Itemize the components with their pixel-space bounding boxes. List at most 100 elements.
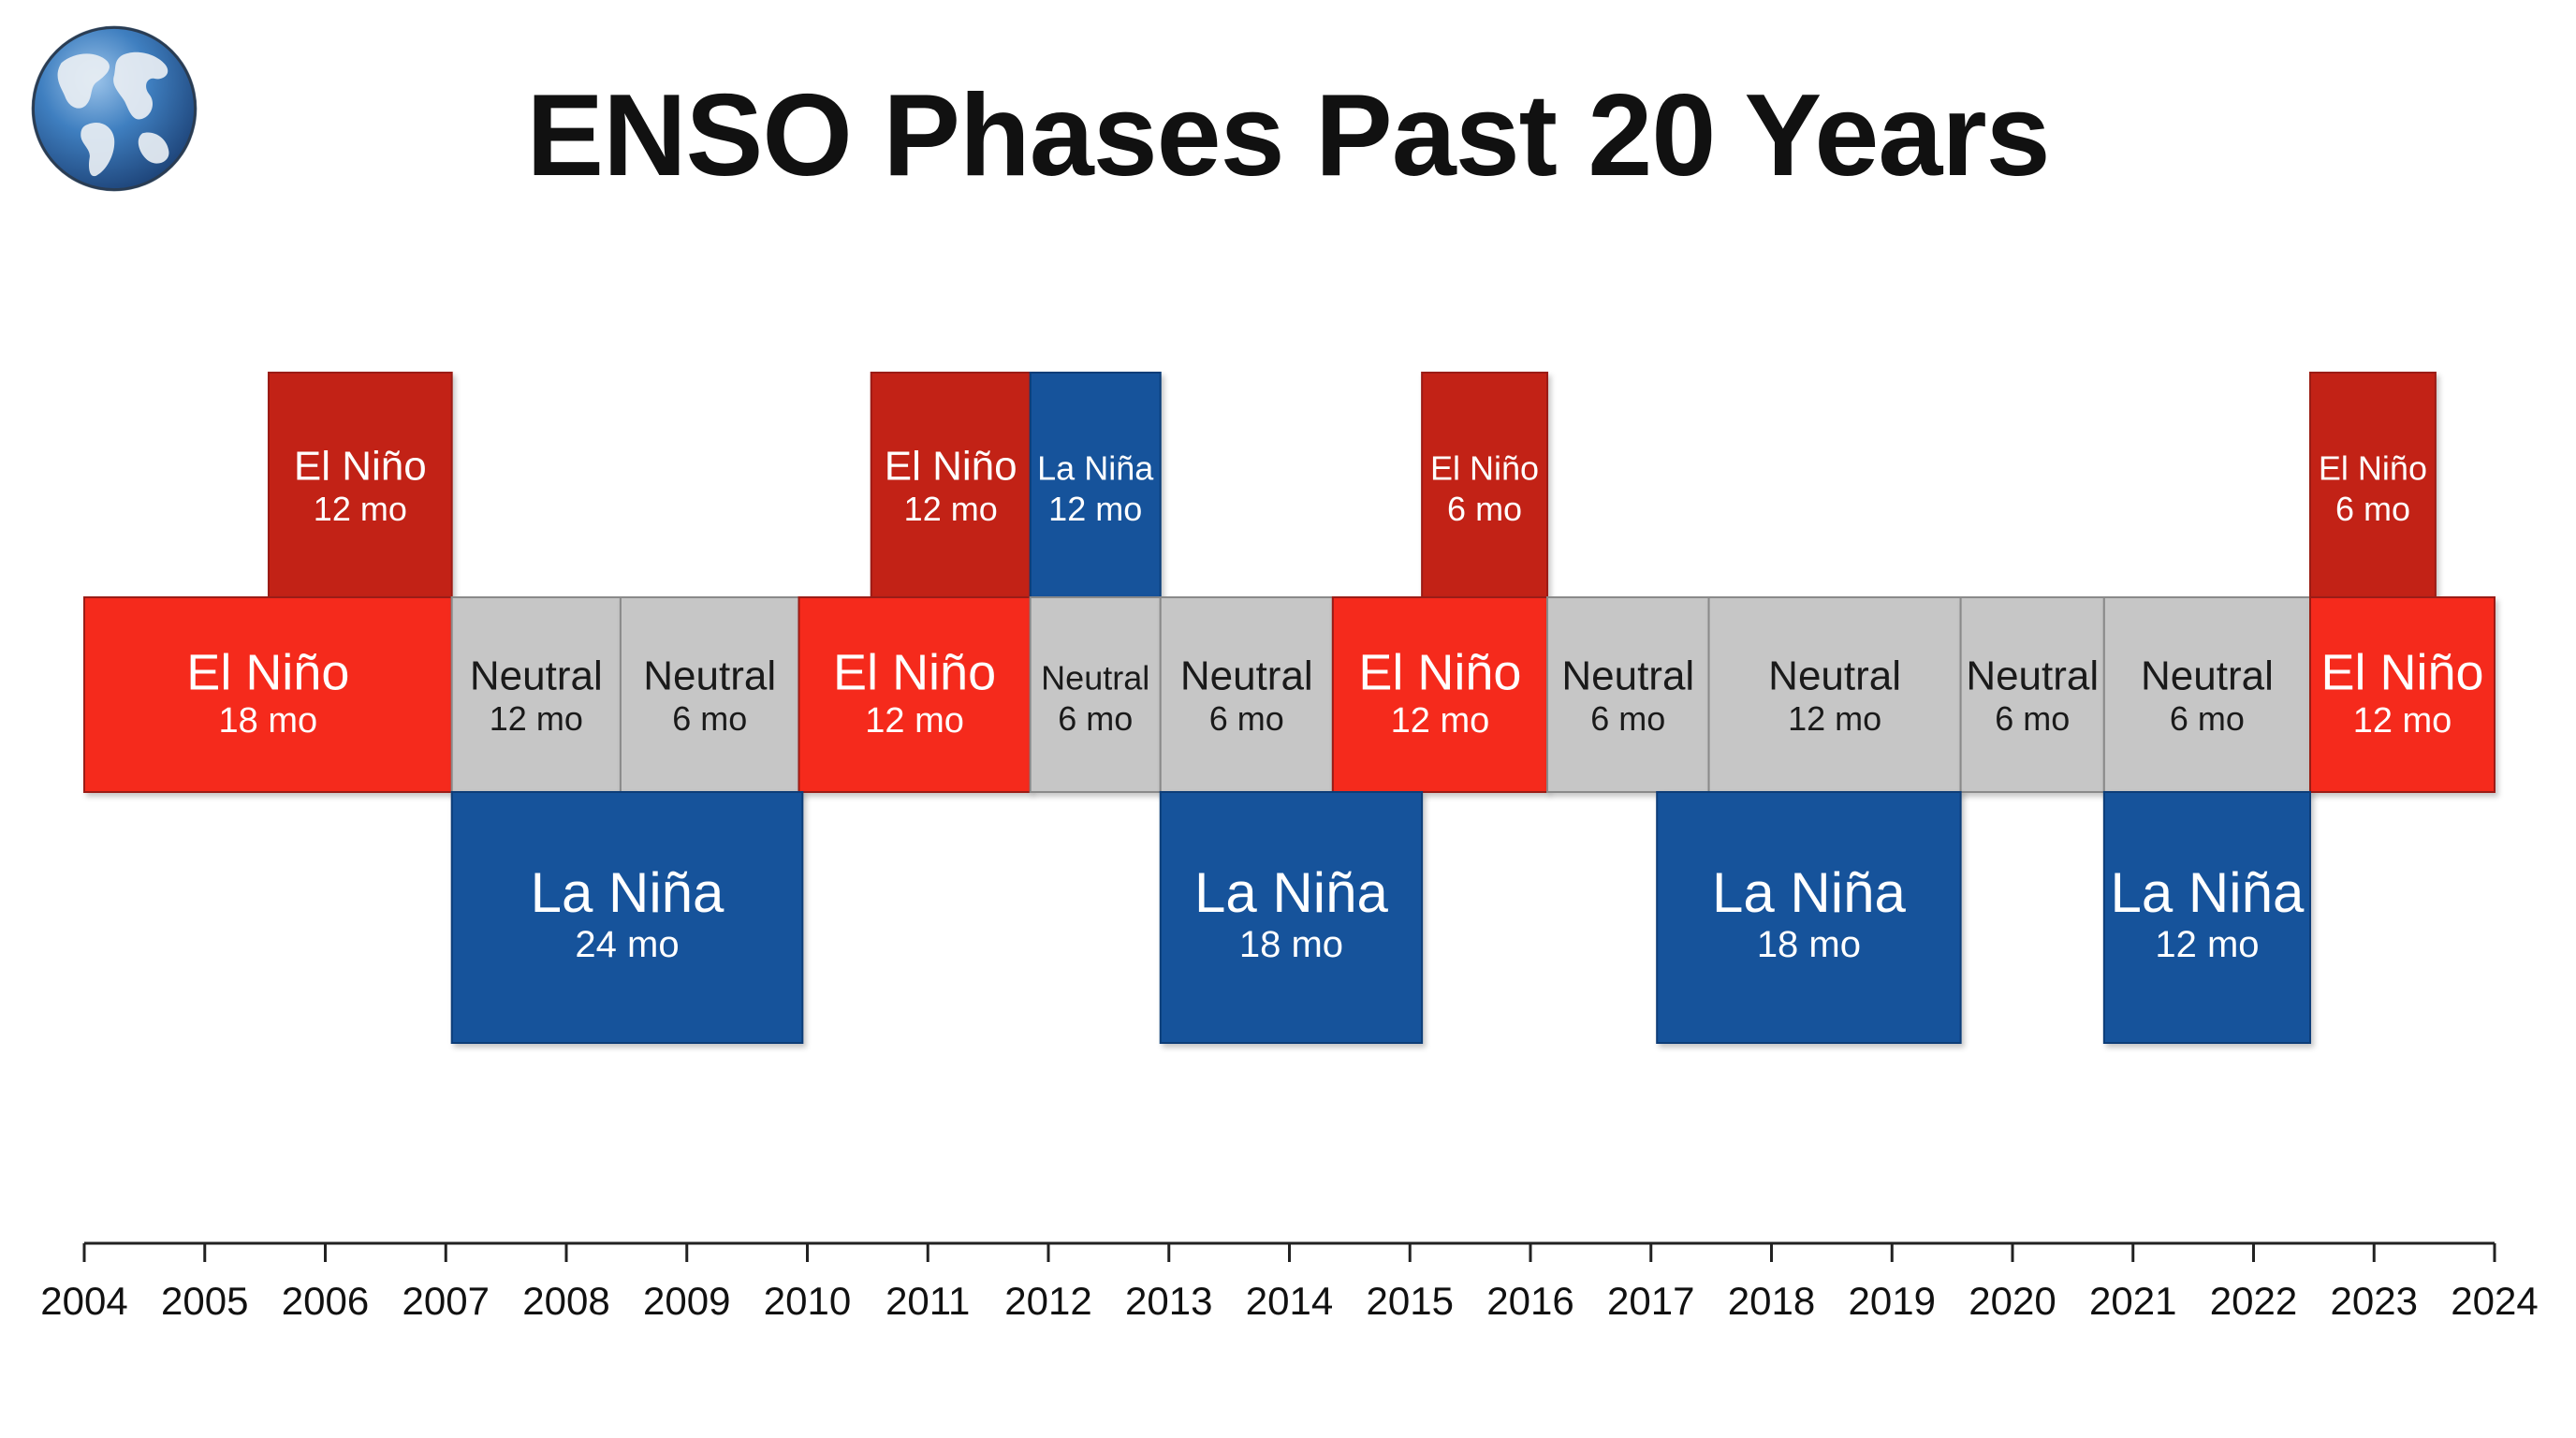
phase-block-bar: [1546, 596, 1710, 793]
phase-label: La Niña: [1194, 861, 1388, 924]
phase-block-bar: [1707, 596, 1962, 793]
phase-duration: 6 mo: [1058, 699, 1133, 738]
x-tick-label: 2020: [1969, 1279, 2056, 1323]
page-title: ENSO Phases Past 20 Years: [526, 71, 2050, 200]
x-tick-label: 2007: [402, 1279, 490, 1323]
x-tick-label: 2010: [764, 1279, 851, 1323]
phase-duration: 24 mo: [575, 924, 679, 965]
phase-label: La Niña: [1037, 449, 1154, 488]
phase-duration: 6 mo: [1209, 699, 1284, 738]
phase-label: El Niño: [2320, 644, 2483, 700]
phase-block-bar: [1959, 596, 2105, 793]
phase-label: Neutral: [1041, 659, 1149, 697]
phase-label: La Niña: [531, 861, 724, 924]
x-tick-label: 2015: [1367, 1279, 1454, 1323]
phase-duration: 6 mo: [1995, 699, 2070, 738]
phase-block-bar: [450, 596, 622, 793]
phase-label: Neutral: [2141, 653, 2274, 699]
phase-duration: 18 mo: [219, 701, 318, 741]
phase-label: Neutral: [1561, 653, 1694, 699]
x-tick-label: 2024: [2451, 1279, 2538, 1323]
x-tick-label: 2019: [1849, 1279, 1936, 1323]
phase-duration: 12 mo: [904, 490, 998, 528]
phase-block-bar: [2102, 791, 2312, 1044]
phase-duration: 12 mo: [2155, 924, 2259, 965]
phase-duration: 12 mo: [2353, 701, 2452, 741]
x-tick-label: 2022: [2210, 1279, 2297, 1323]
x-tick-label: 2008: [522, 1279, 609, 1323]
phase-duration: 12 mo: [490, 699, 583, 738]
phase-block-bar: [1421, 372, 1549, 598]
phase-block-bar: [1159, 791, 1424, 1044]
phase-label: El Niño: [833, 644, 996, 700]
x-tick-label: 2009: [643, 1279, 730, 1323]
phase-duration: 12 mo: [1048, 490, 1142, 528]
phase-block-bar: [1029, 372, 1162, 598]
phase-label: El Niño: [2319, 449, 2427, 488]
phase-block-bar: [267, 372, 453, 598]
phase-duration: 6 mo: [2170, 699, 2245, 738]
phase-duration: 6 mo: [672, 699, 747, 738]
phase-label: El Niño: [186, 644, 349, 700]
x-tick-label: 2006: [282, 1279, 369, 1323]
phase-duration: 12 mo: [865, 701, 964, 741]
x-tick-label: 2017: [1607, 1279, 1694, 1323]
phase-block-bar: [2309, 596, 2496, 793]
phase-label: La Niña: [2111, 861, 2305, 924]
x-tick-label: 2004: [40, 1279, 127, 1323]
x-tick-label: 2021: [2089, 1279, 2176, 1323]
phase-duration: 12 mo: [1391, 701, 1490, 741]
phase-label: Neutral: [1966, 653, 2099, 699]
x-tick-label: 2005: [161, 1279, 248, 1323]
phase-duration: 6 mo: [1447, 490, 1522, 528]
x-tick-label: 2013: [1125, 1279, 1212, 1323]
phase-block-bar: [1656, 791, 1962, 1044]
phase-label: Neutral: [470, 653, 603, 699]
phase-block-bar: [1331, 596, 1549, 793]
phase-label: Neutral: [1768, 653, 1901, 699]
phase-duration: 6 mo: [2335, 490, 2410, 528]
x-tick-label: 2012: [1004, 1279, 1091, 1323]
phase-label: El Niño: [1430, 449, 1539, 488]
phase-block-bar: [450, 791, 804, 1044]
x-tick-label: 2016: [1486, 1279, 1573, 1323]
x-axis-ticks: 2004 2005 2006 2007 2008 2009 2010 2011 2012 2013…: [40, 1243, 2539, 1323]
phase-duration: 6 mo: [1590, 699, 1665, 738]
phase-block-bar: [870, 372, 1032, 598]
phase-block-bar: [2102, 596, 2312, 793]
x-tick-label: 2023: [2331, 1279, 2418, 1323]
phase-label: El Niño: [294, 444, 427, 490]
phase-label: Neutral: [1180, 653, 1313, 699]
phase-block-bar: [2309, 372, 2437, 598]
x-tick-label: 2018: [1728, 1279, 1815, 1323]
phase-duration: 18 mo: [1239, 924, 1343, 965]
x-tick-label: 2011: [886, 1279, 970, 1323]
phase-label: Neutral: [643, 653, 776, 699]
phase-block-bar: [619, 596, 800, 793]
phase-label: La Niña: [1712, 861, 1906, 924]
